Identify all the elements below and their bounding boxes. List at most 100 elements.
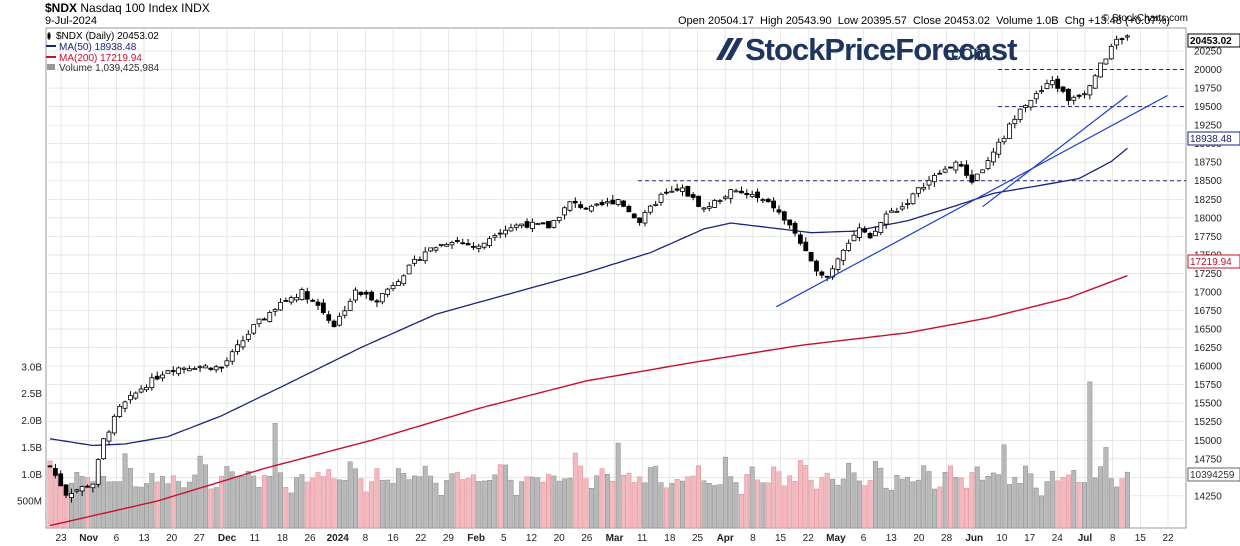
candle-body: [706, 206, 712, 209]
volume-bar: [374, 468, 380, 529]
candle-body: [1071, 96, 1077, 101]
candle-body: [229, 351, 235, 362]
volume-bar: [728, 476, 734, 529]
date-tick-label: Jun: [965, 533, 983, 544]
candle-body: [186, 368, 192, 372]
date-tick-label: 8: [750, 533, 756, 544]
candle-body: [460, 242, 466, 245]
candle-body: [406, 264, 412, 275]
candle-body: [256, 318, 262, 325]
date-tick-label: Jul: [1078, 533, 1093, 544]
candle-body: [551, 219, 557, 228]
candle-body: [267, 312, 273, 322]
date-tick-label: 20: [913, 533, 925, 544]
volume-tag-text: 10394259: [1190, 470, 1235, 481]
price-tick-label: 19500: [1194, 102, 1222, 113]
volume-bar: [320, 476, 326, 529]
volume-bar: [347, 461, 353, 529]
candle-body: [1066, 88, 1071, 101]
volume-bar: [572, 452, 578, 529]
candle-body: [594, 203, 600, 206]
candle-body: [337, 315, 342, 326]
ma50-tag: 18938.48: [1187, 131, 1240, 146]
volume-bar: [149, 473, 155, 529]
candle-body: [492, 235, 498, 238]
trend-lines: [775, 94, 1168, 308]
volume-bar: [1065, 474, 1071, 529]
candle-body: [685, 185, 691, 197]
date-tick-label: Mar: [606, 533, 624, 544]
volume-bar: [186, 481, 192, 529]
volume-bar: [926, 471, 932, 529]
volume-bar: [1023, 465, 1028, 529]
volume-bar: [862, 485, 868, 529]
ma200-tag: 17219.94: [1187, 254, 1240, 269]
volume-bar: [642, 482, 648, 529]
date-tick-label: 20: [554, 533, 566, 544]
volume-bar: [1092, 477, 1098, 529]
candle-body: [1028, 99, 1034, 108]
volume-bar: [722, 456, 728, 529]
volume-bar: [814, 488, 819, 529]
volume-bar: [449, 473, 455, 529]
candle-body: [739, 190, 744, 194]
volume-bar: [529, 476, 535, 529]
last-price-tag: 20453.02: [1187, 33, 1240, 48]
volume-bar: [889, 490, 894, 529]
volume-bar: [47, 460, 53, 529]
candle-body: [792, 222, 798, 234]
trend-line-2: [982, 94, 1128, 208]
candle-body: [985, 160, 991, 169]
volume-bar: [1071, 470, 1077, 529]
volume-bar: [787, 475, 793, 529]
candle-body: [1124, 35, 1130, 38]
volume-bar: [792, 481, 798, 529]
volume-bar: [808, 479, 814, 529]
volume-bar: [980, 479, 986, 529]
price-tick-label: 16750: [1194, 306, 1222, 317]
candle-body: [1007, 123, 1012, 139]
date-tick-label: 28: [941, 533, 953, 544]
volume-bar: [74, 472, 80, 529]
candlesticks: [47, 34, 1130, 503]
candle-body: [412, 258, 417, 264]
chart-date: 9-Jul-2024: [45, 15, 97, 27]
candle-legend-icon: [47, 32, 51, 40]
candle-body: [101, 438, 106, 460]
volume-bar: [1103, 447, 1109, 529]
volume-bar: [894, 474, 900, 529]
volume-tick-label: 2.0B: [21, 416, 42, 427]
date-tick-label: 16: [388, 533, 400, 544]
volume-bar: [245, 470, 251, 529]
candle-body: [1049, 80, 1055, 86]
volume-bar: [921, 465, 927, 529]
candle-body: [353, 289, 358, 301]
volume-bar: [599, 468, 605, 529]
volume-bar: [669, 483, 675, 529]
candle-body: [964, 164, 969, 176]
candle-body: [1108, 46, 1114, 60]
volume-bar: [503, 464, 509, 529]
volume-bar: [631, 482, 637, 529]
candle-body: [401, 275, 407, 285]
volume-label: Volume: [996, 15, 1033, 27]
date-tick-label: 13: [138, 533, 150, 544]
candle-body: [358, 291, 364, 295]
candle-body: [851, 234, 857, 242]
date-tick-label: Feb: [467, 533, 485, 544]
volume-tag: 10394259: [1187, 467, 1240, 482]
volume-bar: [326, 469, 332, 529]
volume-bar: [958, 477, 964, 529]
candle-body: [283, 300, 289, 302]
candle-body: [990, 151, 996, 163]
candle-body: [631, 213, 637, 219]
volume-bar: [696, 465, 702, 529]
candle-body: [798, 234, 803, 244]
candle-body: [1082, 93, 1087, 96]
volume-bar: [106, 481, 112, 529]
candle-body: [203, 365, 208, 369]
volume-bar: [1044, 481, 1050, 529]
candle-body: [133, 392, 139, 399]
price-tick-label: 14250: [1194, 491, 1222, 502]
